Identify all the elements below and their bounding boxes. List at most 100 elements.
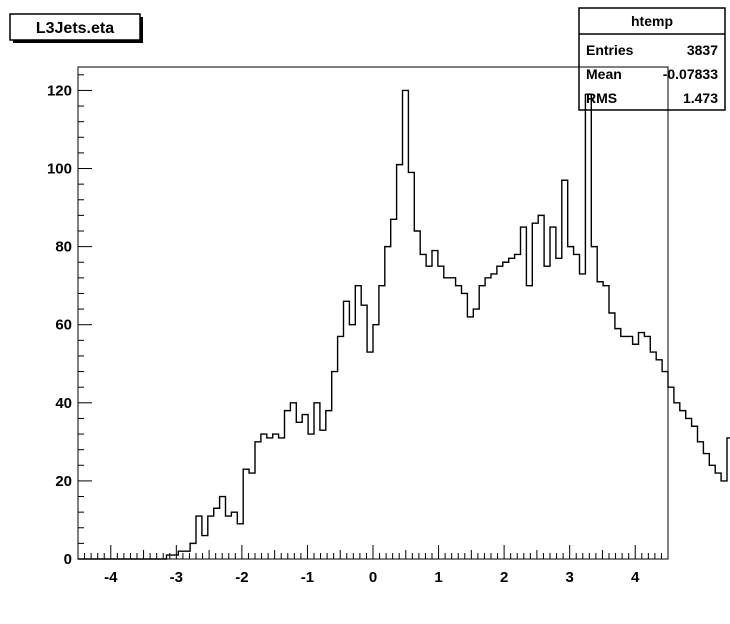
histogram-bin (320, 430, 326, 559)
histogram-bin (302, 415, 308, 559)
histogram-bin (585, 94, 591, 559)
histogram-bin (172, 555, 178, 559)
histogram-bin (355, 286, 361, 559)
stats-value-entries: 3837 (687, 42, 718, 58)
histogram-bin (267, 438, 273, 559)
histogram-bin (385, 247, 391, 559)
stats-value-rms: 1.473 (683, 90, 718, 106)
histogram-bin (349, 325, 355, 559)
histogram-bin (721, 481, 727, 559)
histogram-bin (391, 219, 397, 559)
histogram-bin (290, 403, 296, 559)
x-tick-label: 2 (500, 569, 508, 586)
histogram-bin (196, 516, 202, 559)
histogram-bin (532, 223, 538, 559)
histogram-bin (208, 516, 214, 559)
histogram-bin (456, 286, 462, 559)
x-tick-label: 4 (631, 569, 640, 586)
histogram-bin (485, 278, 491, 559)
histogram-bin (568, 247, 574, 559)
histogram-bin (544, 266, 550, 559)
x-tick-label: -3 (170, 569, 183, 586)
histogram-bin (698, 442, 704, 559)
title-box-shadow-right (140, 17, 143, 43)
histogram-bin (509, 258, 515, 559)
histogram-bin (709, 465, 715, 559)
histogram-bin (296, 422, 302, 559)
histogram-bin (373, 325, 379, 559)
histogram-bin (420, 254, 426, 559)
histogram-bin (279, 438, 285, 559)
histogram-bin (662, 372, 668, 559)
histogram-bin (467, 317, 473, 559)
histogram-bin (591, 247, 597, 559)
stats-label-entries: Entries (586, 42, 634, 58)
stats-box-frame (578, 7, 726, 111)
histogram-bin (426, 266, 432, 559)
y-tick-label: 40 (55, 395, 72, 412)
histogram-bin (703, 454, 709, 559)
histogram-bin (332, 372, 338, 559)
stats-value-mean: -0.07833 (663, 66, 718, 82)
histogram-bin (668, 387, 674, 559)
histogram-bin (167, 555, 173, 559)
histogram-bin (462, 293, 468, 559)
x-tick-label: 3 (565, 569, 573, 586)
y-tick-label: 60 (55, 317, 72, 334)
histogram-bin (314, 403, 320, 559)
histogram-bin (249, 473, 255, 559)
histogram-bin (609, 313, 615, 559)
histogram-bin (515, 254, 521, 559)
histogram-bin (408, 172, 414, 559)
histogram-bin (580, 274, 586, 559)
y-tick-label: 100 (47, 161, 72, 178)
histogram-bin (432, 251, 438, 559)
histogram-bin (650, 352, 656, 559)
histogram-bin (403, 90, 409, 559)
y-tick-label: 20 (55, 473, 72, 490)
histogram-bin (615, 329, 621, 559)
histogram-bin (521, 227, 527, 559)
histogram-outline (78, 89, 730, 560)
histogram-layer (78, 89, 730, 560)
x-tick-label: -4 (104, 569, 118, 586)
histogram-bin (344, 301, 350, 559)
stats-label-rms: RMS (586, 90, 617, 106)
y-axis: 0 20 40 60 80 100 120 (47, 74, 92, 568)
histogram-bin (190, 543, 196, 559)
x-tick-label: 0 (369, 569, 377, 586)
histogram-bin (621, 336, 627, 559)
histogram-bin (603, 286, 609, 559)
histogram-bin (308, 434, 314, 559)
y-tick-label: 0 (64, 551, 72, 568)
histogram-bin (379, 286, 385, 559)
histogram-bin (692, 426, 698, 559)
histogram-bin (338, 336, 344, 559)
histogram-bin (438, 266, 444, 559)
histogram-bin (503, 262, 509, 559)
title-box-shadow-bottom (13, 40, 143, 43)
histogram-bin (656, 360, 662, 559)
histogram-bin (627, 336, 633, 559)
histogram-bin (220, 497, 226, 559)
histogram-bin (497, 266, 503, 559)
y-tick-label: 120 (47, 82, 72, 99)
histogram-bin (326, 411, 332, 559)
histogram-bin (231, 512, 237, 559)
histogram-bin (538, 215, 544, 559)
histogram-bin (715, 473, 721, 559)
histogram-bin (397, 165, 403, 559)
histogram-bin (574, 254, 580, 559)
histogram-bin (184, 551, 190, 559)
chart-title: L3Jets.eta (36, 20, 114, 37)
y-tick-label: 80 (55, 239, 72, 256)
histogram-bin (243, 469, 249, 559)
histogram-bin (444, 278, 450, 559)
title-box: L3Jets.eta (9, 13, 143, 43)
histogram-bin (202, 536, 208, 559)
histogram-bin (674, 403, 680, 559)
histogram-bin (479, 286, 485, 559)
x-tick-label: -1 (301, 569, 314, 586)
